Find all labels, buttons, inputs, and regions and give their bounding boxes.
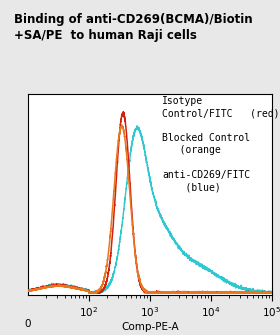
Text: Isotype
Control/FITC   (red)

Blocked Control
   (orange

anti-CD269/FITC
    (b: Isotype Control/FITC (red) Blocked Contr…: [162, 96, 279, 193]
Text: 0: 0: [25, 319, 31, 329]
X-axis label: Comp-PE-A: Comp-PE-A: [121, 322, 179, 332]
Text: Binding of anti-CD269(BCMA)/Biotin
+SA/PE  to human Raji cells: Binding of anti-CD269(BCMA)/Biotin +SA/P…: [14, 13, 253, 43]
